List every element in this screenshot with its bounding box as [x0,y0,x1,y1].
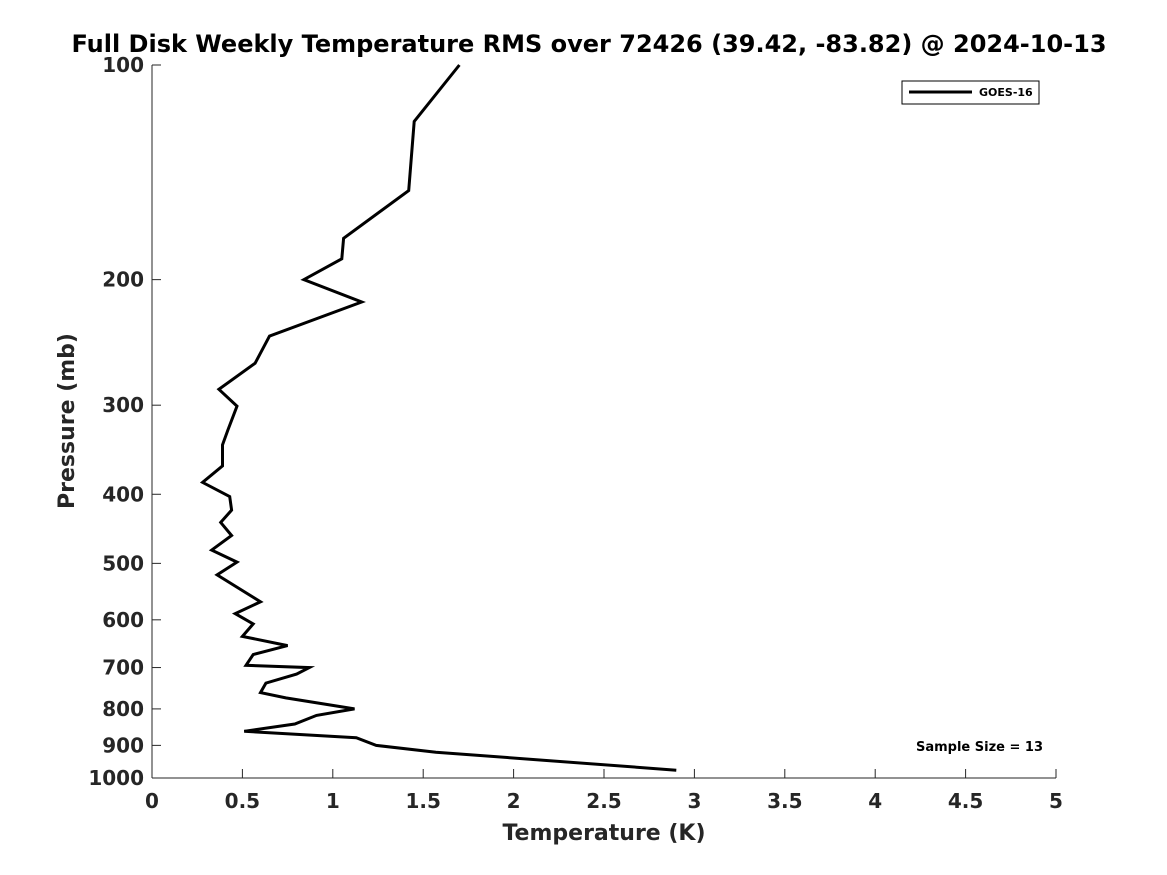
chart-title: Full Disk Weekly Temperature RMS over 72… [71,30,1106,58]
x-axis-ticks: 0 0.5 1 1.5 2 2.5 3 3.5 4 4.5 5 [145,769,1063,813]
x-tick-label: 2 [507,789,521,813]
y-tick-label: 300 [102,393,144,417]
x-tick-label: 1.5 [405,789,440,813]
series-line-goes-16 [199,64,677,772]
x-tick-label: 0.5 [225,789,260,813]
y-axis-ticks: 100 200 300 400 500 600 700 800 900 1000 [88,53,161,790]
y-tick-label: 1000 [88,766,144,790]
x-tick-label: 2.5 [586,789,621,813]
y-axis-label: Pressure (mb) [55,333,80,509]
y-tick-label: 900 [102,733,144,757]
x-tick-label: 3 [687,789,701,813]
y-tick-label: 100 [102,53,144,77]
x-tick-label: 3.5 [767,789,802,813]
x-tick-label: 1 [326,789,340,813]
sample-size-annotation: Sample Size = 13 [916,740,1043,755]
y-tick-label: 700 [102,656,144,680]
y-tick-label: 400 [102,482,144,506]
series-layer [199,64,677,772]
y-tick-label: 500 [102,551,144,575]
x-tick-label: 0 [145,789,159,813]
legend-label: GOES-16 [979,86,1033,99]
legend: GOES-16 [901,80,1040,105]
axes [151,65,1056,779]
y-tick-label: 200 [102,268,144,292]
x-tick-label: 4.5 [948,789,983,813]
x-tick-label: 5 [1049,789,1063,813]
x-axis-label: Temperature (K) [502,821,705,846]
x-tick-label: 4 [868,789,882,813]
y-tick-label: 600 [102,608,144,632]
y-tick-label: 800 [102,697,144,721]
